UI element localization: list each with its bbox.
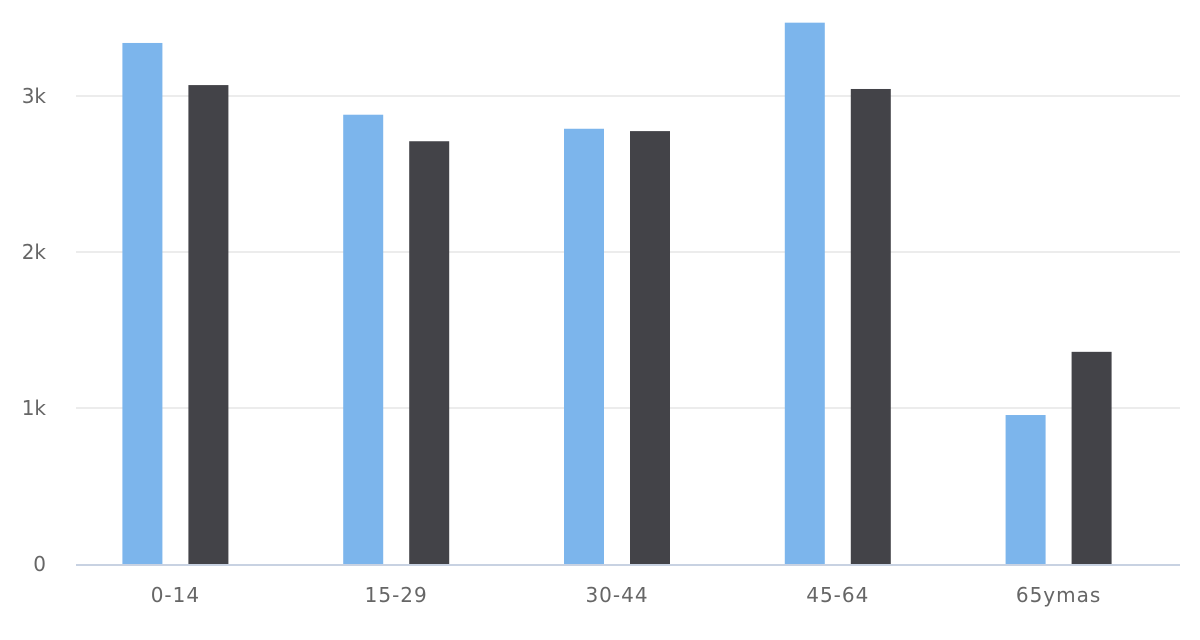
bars [122, 22, 1112, 565]
axes: 0 1k 2k 3k 0-14 15-29 30-44 45-64 65ymas [22, 84, 1180, 607]
bar-series1-65ymas[interactable] [1005, 415, 1046, 564]
y-tick-label: 0 [33, 552, 46, 576]
bar-series2-30-44[interactable] [630, 131, 670, 564]
bar-series1-45-64[interactable] [784, 22, 825, 565]
bar-series2-15-29[interactable] [409, 141, 450, 565]
bar-series2-45-64[interactable] [850, 88, 891, 564]
x-tick-label: 30-44 [585, 583, 648, 607]
bar-series1-15-29[interactable] [343, 114, 384, 564]
x-tick-label: 45-64 [806, 583, 869, 607]
bar-series2-65ymas[interactable] [1071, 351, 1112, 564]
x-tick-label: 65ymas [1016, 583, 1101, 607]
y-tick-label: 1k [22, 396, 47, 420]
gridlines [76, 95, 1180, 409]
y-tick-label: 3k [22, 84, 47, 108]
bar-series1-0-14[interactable] [122, 42, 163, 564]
bar-series2-0-14[interactable] [188, 85, 229, 564]
y-tick-label: 2k [22, 240, 47, 264]
bar-series1-30-44[interactable] [564, 128, 604, 564]
x-tick-label: 15-29 [365, 583, 428, 607]
x-tick-label: 0-14 [151, 583, 200, 607]
